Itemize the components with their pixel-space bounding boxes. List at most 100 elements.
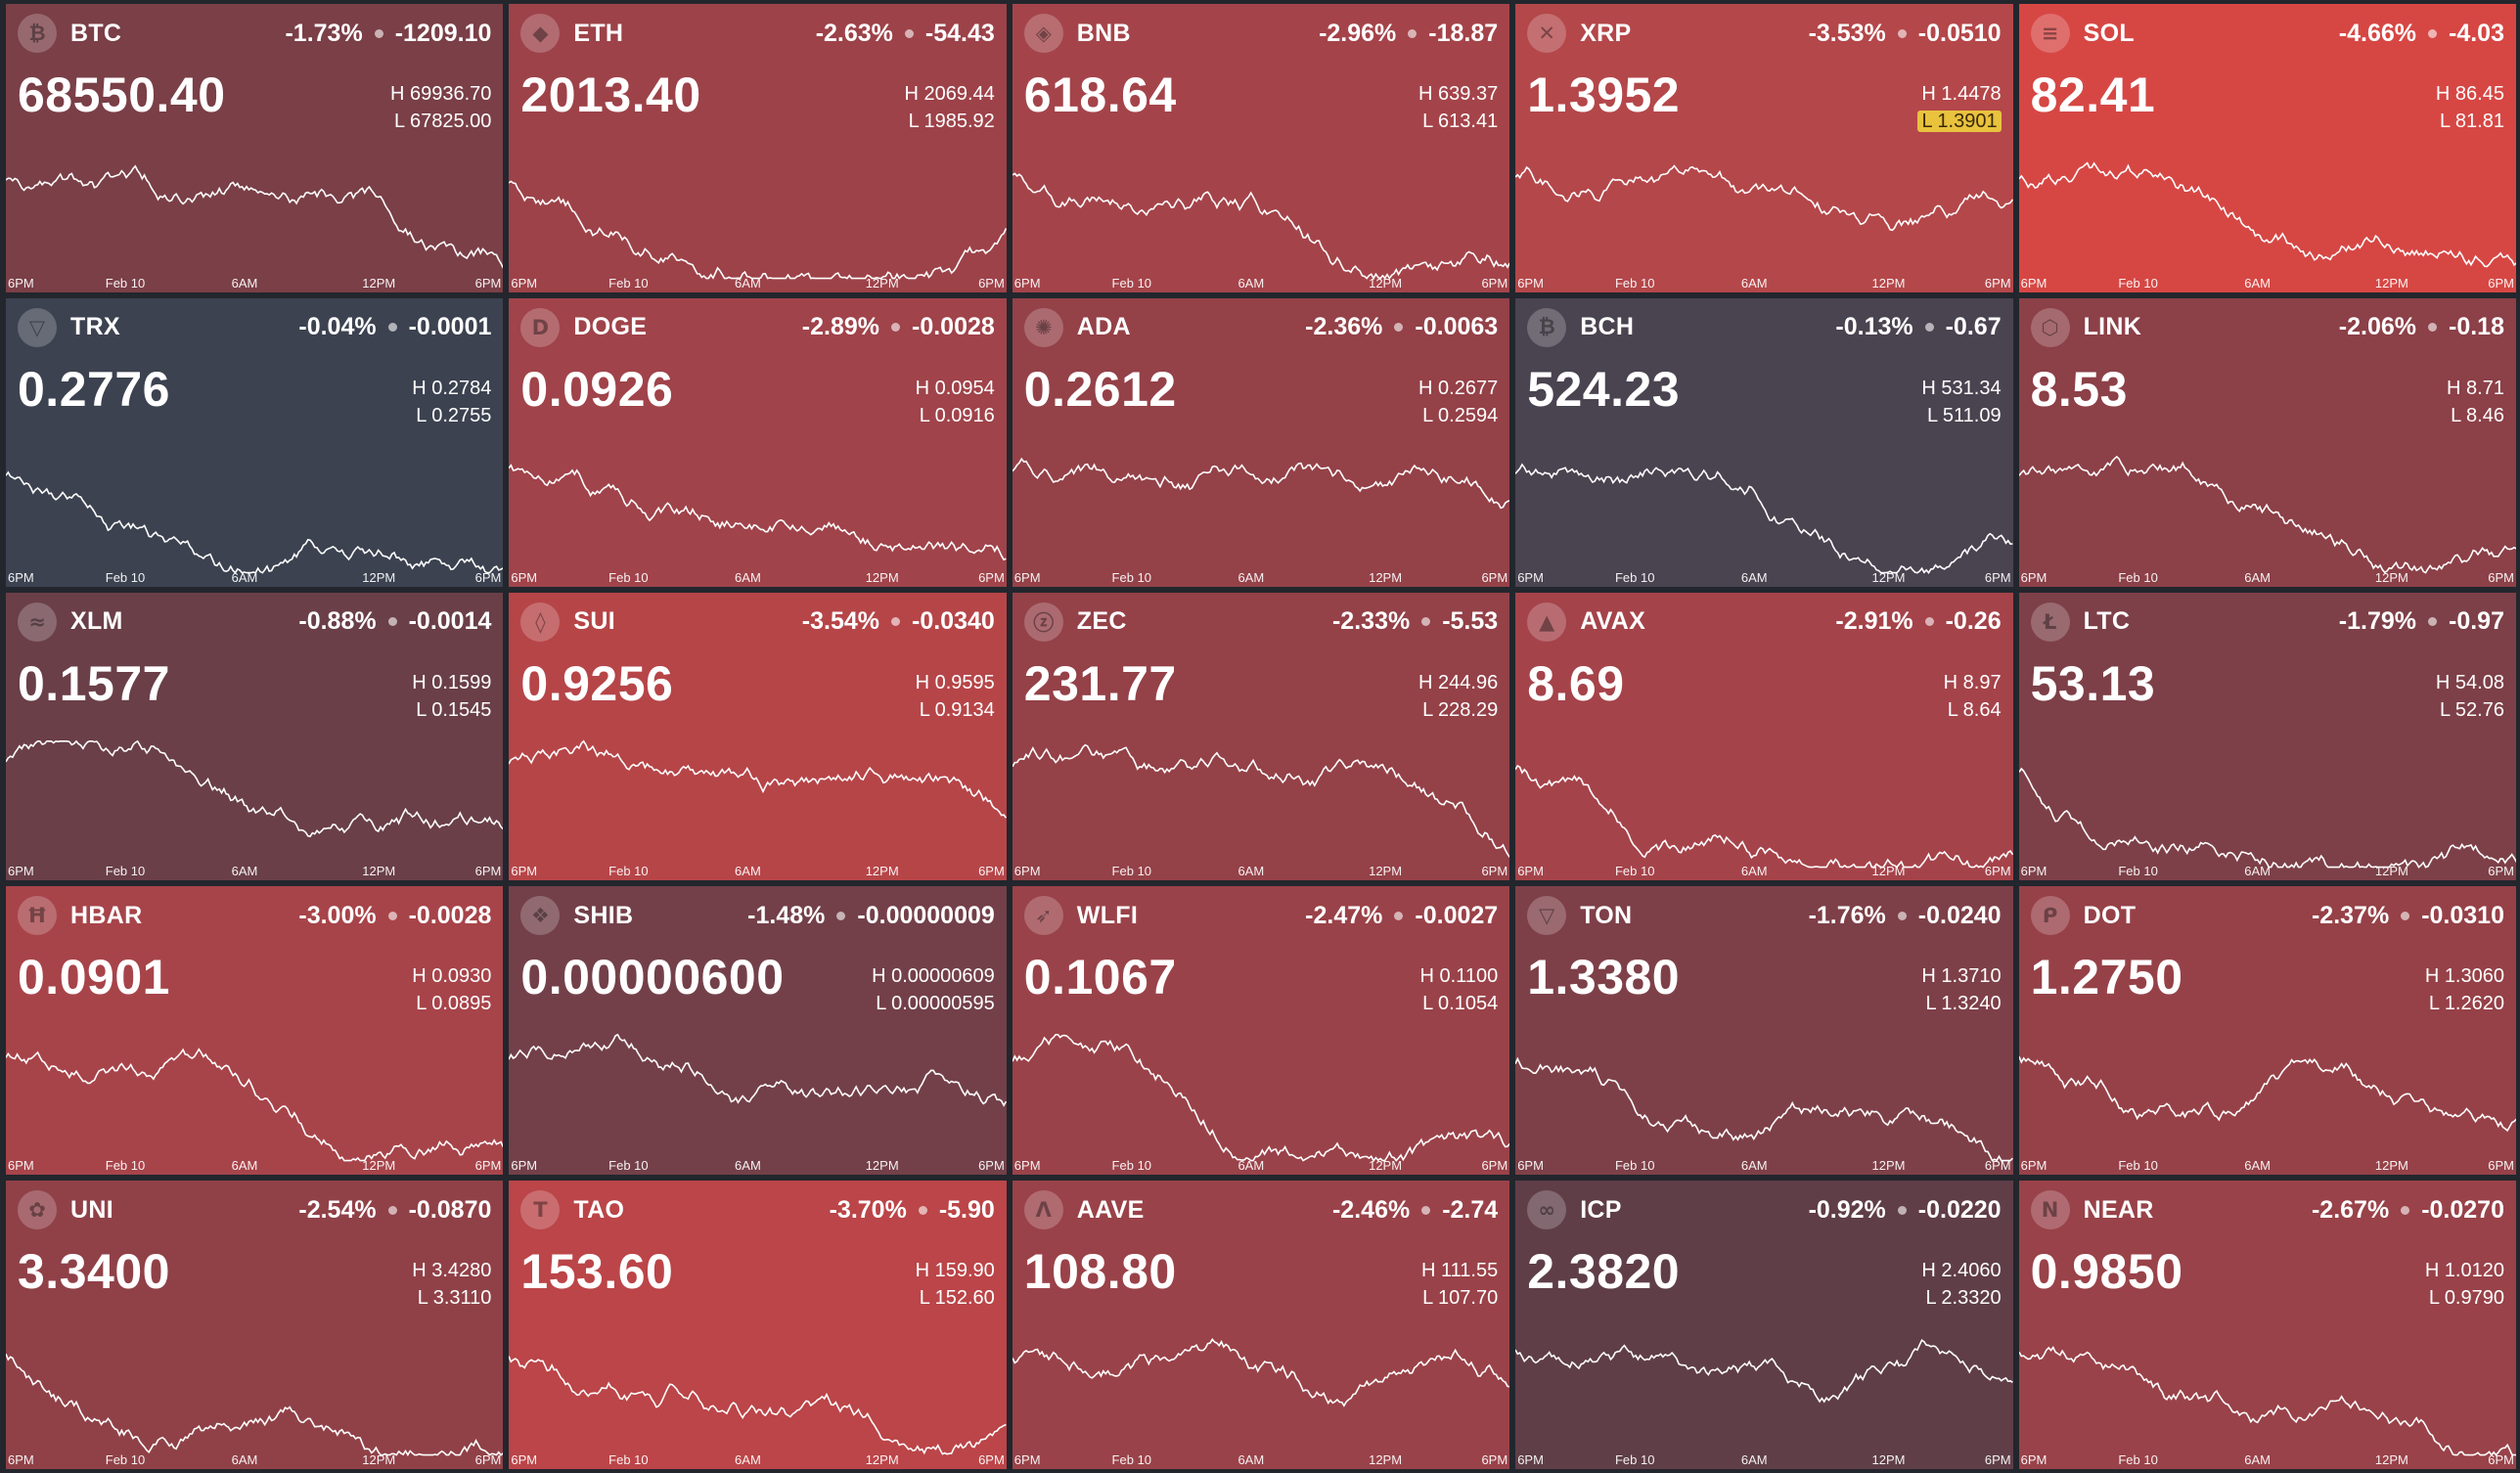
high-low: H 244.96 L 228.29: [1418, 669, 1498, 724]
ticker-tile-tao[interactable]: T TAO -3.70% -5.90 153.60 H 159.90 L 152…: [509, 1181, 1007, 1469]
low-price: L 152.60: [919, 1287, 995, 1310]
change-percent: -4.66%: [2338, 19, 2416, 47]
time-axis: 6PM Feb 10 6AM 12PM 6PM: [1012, 861, 1509, 878]
high-price: H 3.4280: [412, 1260, 492, 1282]
ticker-tile-ltc[interactable]: Ł LTC -1.79% -0.97 53.13 H 54.08 L 52.76…: [2018, 592, 2516, 881]
ticker-tile-trx[interactable]: ▽ TRX -0.04% -0.0001 0.2776 H 0.2784 L 0…: [6, 297, 504, 587]
ticker-tile-xlm[interactable]: ≈ XLM -0.88% -0.0014 0.1577 H 0.1599 L 0…: [6, 592, 504, 881]
time-axis-label: 12PM: [362, 864, 396, 879]
separator-dot: [2428, 28, 2437, 38]
ticker-tile-ton[interactable]: ▽ TON -1.76% -0.0240 1.3380 H 1.3710 L 1…: [1515, 886, 2013, 1176]
time-axis: 6PM Feb 10 6AM 12PM 6PM: [2019, 1155, 2516, 1173]
near-icon: N: [2030, 1190, 2070, 1230]
change-percent: -3.00%: [298, 901, 377, 929]
time-axis-label: 6AM: [1740, 275, 1768, 290]
ticker-tile-hbar[interactable]: Ħ HBAR -3.00% -0.0028 0.0901 H 0.0930 L …: [6, 886, 504, 1176]
ticker-tile-avax[interactable]: ▲ AVAX -2.91% -0.26 8.69 H 8.97 L 8.64 6…: [1515, 592, 2013, 881]
ticker-tile-doge[interactable]: D DOGE -2.89% -0.0028 0.0926 H 0.0954 L …: [509, 297, 1007, 587]
sparkline-chart[interactable]: [2019, 435, 2516, 580]
ticker-tile-link[interactable]: ⬡ LINK -2.06% -0.18 8.53 H 8.71 L 8.46 6…: [2018, 297, 2516, 587]
time-axis-label: 6PM: [2020, 864, 2048, 879]
tile-header: Λ AAVE -2.46% -2.74: [1023, 1190, 1498, 1230]
sparkline-chart[interactable]: [6, 435, 503, 580]
sparkline-chart[interactable]: [1515, 141, 2012, 286]
sparkline-chart[interactable]: [1012, 1023, 1509, 1168]
last-price: 3.3400: [18, 1244, 170, 1300]
low-price: L 2.3320: [1925, 1287, 2002, 1310]
sparkline-chart[interactable]: [1012, 1317, 1509, 1462]
time-axis-label: Feb 10: [105, 569, 146, 585]
sparkline-chart[interactable]: [1515, 730, 2012, 874]
last-price: 8.69: [1527, 655, 1625, 711]
price-line: [1515, 166, 2012, 231]
change-percent: -2.96%: [1319, 19, 1397, 47]
time-axis-label: 6AM: [2244, 275, 2271, 290]
change-percent: -2.06%: [2338, 313, 2416, 341]
ticker-tile-aave[interactable]: Λ AAVE -2.46% -2.74 108.80 H 111.55 L 10…: [1012, 1181, 1510, 1469]
time-axis-label: Feb 10: [608, 275, 649, 290]
tile-header: ₿ BTC -1.73% -1209.10: [18, 14, 491, 53]
time-axis: 6PM Feb 10 6AM 12PM 6PM: [2019, 273, 2516, 290]
time-axis-label: 12PM: [1871, 569, 1906, 585]
price-change: -0.88% -0.0014: [298, 607, 491, 636]
ticker-tile-xrp[interactable]: ✕ XRP -3.53% -0.0510 1.3952 H 1.4478 L 1…: [1515, 4, 2013, 292]
ticker-tile-shib[interactable]: ❖ SHIB -1.48% -0.00000009 0.00000600 H 0…: [509, 886, 1007, 1176]
time-axis-label: Feb 10: [2118, 1158, 2158, 1174]
sparkline-chart[interactable]: [2019, 1317, 2516, 1462]
ticker-tile-near[interactable]: N NEAR -2.67% -0.0270 0.9850 H 1.0120 L …: [2018, 1181, 2516, 1469]
time-axis-label: 6PM: [511, 275, 538, 290]
time-axis-label: Feb 10: [105, 1158, 146, 1174]
ticker-symbol: ZEC: [1076, 607, 1127, 636]
sparkline-chart[interactable]: [1515, 1317, 2012, 1462]
ticker-tile-wlfi[interactable]: ➶ WLFI -2.47% -0.0027 0.1067 H 0.1100 L …: [1012, 886, 1510, 1176]
sparkline-chart[interactable]: [509, 730, 1006, 874]
ticker-tile-sol[interactable]: ≡ SOL -4.66% -4.03 82.41 H 86.45 L 81.81…: [2018, 4, 2516, 292]
price-line: [2019, 1057, 2516, 1132]
ticker-tile-btc[interactable]: ₿ BTC -1.73% -1209.10 68550.40 H 69936.7…: [6, 4, 504, 292]
price-line: [1515, 465, 2012, 573]
high-low: H 2069.44 L 1985.92: [905, 80, 995, 135]
sparkline-chart[interactable]: [509, 1317, 1006, 1462]
high-low: H 1.3710 L 1.3240: [1921, 962, 2001, 1017]
sparkline-chart[interactable]: [2019, 730, 2516, 874]
tile-header: ✺ ADA -2.36% -0.0063: [1023, 307, 1498, 347]
ticker-tile-uni[interactable]: ✿ UNI -2.54% -0.0870 3.3400 H 3.4280 L 3…: [6, 1181, 504, 1469]
sparkline-chart[interactable]: [6, 1317, 503, 1462]
sparkline-chart[interactable]: [509, 435, 1006, 580]
ticker-tile-bnb[interactable]: ◈ BNB -2.96% -18.87 618.64 H 639.37 L 61…: [1012, 4, 1510, 292]
ticker-tile-eth[interactable]: ◆ ETH -2.63% -54.43 2013.40 H 2069.44 L …: [509, 4, 1007, 292]
high-low: H 1.0120 L 0.9790: [2425, 1257, 2504, 1312]
change-absolute: -18.87: [1428, 19, 1499, 47]
time-axis-label: 6PM: [474, 569, 502, 585]
tile-header: ≡ SOL -4.66% -4.03: [2030, 14, 2504, 53]
high-low: H 0.2784 L 0.2755: [412, 375, 491, 429]
sparkline-chart[interactable]: [509, 141, 1006, 286]
sparkline-chart[interactable]: [1515, 435, 2012, 580]
tile-header: ₿ BCH -0.13% -0.67: [1527, 307, 2002, 347]
ticker-tile-zec[interactable]: ⓩ ZEC -2.33% -5.53 231.77 H 244.96 L 228…: [1012, 592, 1510, 881]
sparkline-chart[interactable]: [1012, 730, 1509, 874]
sparkline-chart[interactable]: [1515, 1023, 2012, 1168]
last-price: 524.23: [1527, 361, 1681, 417]
sparkline-chart[interactable]: [6, 141, 503, 286]
sparkline-chart[interactable]: [509, 1023, 1006, 1168]
tile-header: D DOGE -2.89% -0.0028: [520, 307, 995, 347]
separator-dot: [1421, 1205, 1431, 1215]
tile-header: N NEAR -2.67% -0.0270: [2030, 1190, 2504, 1230]
ticker-tile-dot[interactable]: ᑭ DOT -2.37% -0.0310 1.2750 H 1.3060 L 1…: [2018, 886, 2516, 1176]
ticker-tile-bch[interactable]: ₿ BCH -0.13% -0.67 524.23 H 531.34 L 511…: [1515, 297, 2013, 587]
time-axis-label: 6PM: [2488, 569, 2514, 585]
sparkline-chart[interactable]: [2019, 141, 2516, 286]
ticker-symbol: SUI: [573, 607, 615, 636]
ticker-tile-ada[interactable]: ✺ ADA -2.36% -0.0063 0.2612 H 0.2677 L 0…: [1012, 297, 1510, 587]
high-low: H 0.2677 L 0.2594: [1418, 375, 1498, 429]
sparkline-chart[interactable]: [6, 1023, 503, 1168]
sparkline-chart[interactable]: [1012, 435, 1509, 580]
sparkline-chart[interactable]: [6, 730, 503, 874]
ticker-tile-sui[interactable]: ◊ SUI -3.54% -0.0340 0.9256 H 0.9595 L 0…: [509, 592, 1007, 881]
change-absolute: -5.53: [1442, 607, 1499, 636]
ticker-tile-icp[interactable]: ∞ ICP -0.92% -0.0220 2.3820 H 2.4060 L 2…: [1515, 1181, 2013, 1469]
sparkline-chart[interactable]: [2019, 1023, 2516, 1168]
time-axis-label: 12PM: [2374, 275, 2408, 290]
sparkline-chart[interactable]: [1012, 141, 1509, 286]
